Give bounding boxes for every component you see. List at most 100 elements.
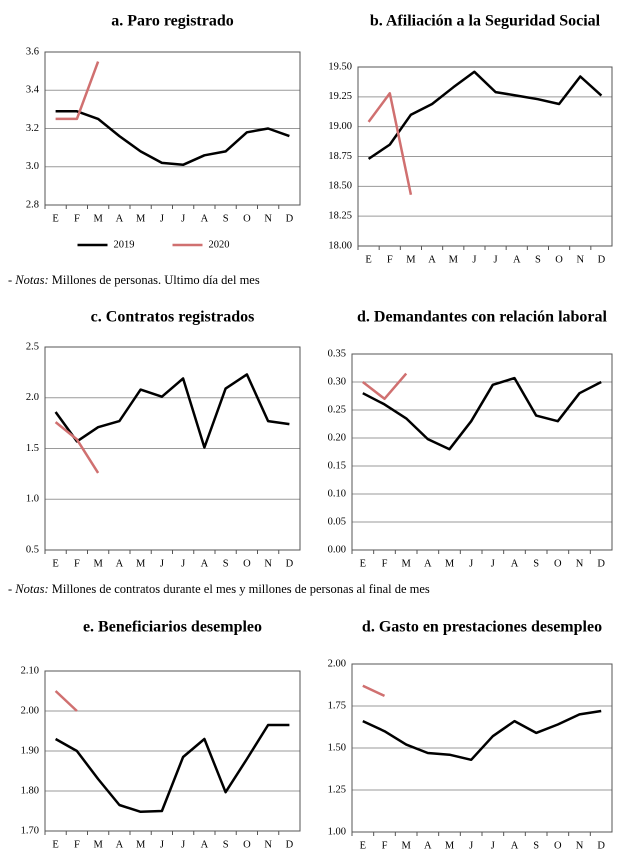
chart-title: d. Demandantes con relación laboral — [357, 309, 607, 326]
x-tick-label: O — [555, 254, 563, 265]
x-tick-label: E — [360, 840, 366, 851]
series-line — [54, 421, 100, 474]
note-dash: - — [8, 273, 12, 287]
y-tick-label: 0.35 — [328, 348, 346, 359]
x-tick-label: A — [201, 839, 209, 850]
y-tick-label: 1.80 — [21, 785, 39, 796]
x-tick-label: J — [181, 839, 185, 850]
x-tick-label: F — [387, 254, 393, 265]
x-tick-label: A — [511, 840, 519, 851]
x-tick-label: F — [74, 558, 80, 569]
x-tick-label: M — [445, 558, 455, 569]
y-tick-label: 0.10 — [328, 488, 346, 499]
series-line — [362, 372, 408, 401]
plot-frame — [351, 353, 613, 551]
x-tick-label: M — [401, 840, 411, 851]
x-tick-label: M — [445, 840, 455, 851]
x-tick-label: F — [74, 213, 80, 224]
x-tick-label: N — [264, 213, 272, 224]
y-tick-label: 0.25 — [328, 404, 346, 415]
x-tick-label: N — [576, 558, 584, 569]
x-tick-label: J — [469, 558, 473, 569]
x-tick-label: M — [136, 213, 146, 224]
y-tick-label: 3.2 — [26, 123, 39, 134]
x-tick-label: M — [136, 839, 146, 850]
x-tick-label: E — [52, 839, 58, 850]
note-label: Notas: — [14, 582, 48, 596]
x-tick-label: M — [93, 558, 103, 569]
x-tick-label: N — [264, 839, 272, 850]
x-tick-label: O — [554, 840, 562, 851]
series-line — [54, 690, 78, 712]
x-tick-label: J — [181, 558, 185, 569]
x-tick-label: J — [160, 558, 164, 569]
x-tick-label: S — [223, 213, 229, 224]
series-line — [367, 70, 603, 160]
x-tick-label: A — [201, 558, 209, 569]
y-tick-label: 2.00 — [21, 705, 39, 716]
series-line — [54, 723, 290, 814]
y-tick-label: 0.15 — [328, 460, 346, 471]
y-tick-label: 2.0 — [26, 392, 39, 403]
x-tick-label: S — [223, 558, 229, 569]
y-tick-label: 18.25 — [328, 211, 352, 222]
x-tick-label: J — [160, 213, 164, 224]
x-tick-label: E — [365, 254, 371, 265]
note: - Notas: Millones de contratos durante e… — [8, 582, 430, 596]
x-tick-label: J — [469, 840, 473, 851]
y-tick-label: 0.05 — [328, 516, 346, 527]
x-tick-label: O — [243, 213, 251, 224]
y-tick-label: 3.0 — [26, 161, 39, 172]
x-tick-label: E — [52, 213, 58, 224]
x-tick-label: O — [554, 558, 562, 569]
x-tick-label: J — [491, 840, 495, 851]
x-tick-label: O — [243, 839, 251, 850]
y-tick-label: 1.50 — [328, 742, 346, 753]
chart-title: b. Afiliación a la Seguridad Social — [370, 13, 601, 30]
y-tick-label: 2.5 — [26, 341, 39, 352]
x-tick-label: D — [597, 558, 605, 569]
chart-title: c. Contratos registrados — [91, 309, 255, 326]
x-tick-label: A — [201, 213, 209, 224]
y-tick-label: 1.70 — [21, 825, 39, 836]
x-tick-label: A — [424, 558, 432, 569]
x-tick-label: N — [264, 558, 272, 569]
x-tick-label: S — [223, 839, 229, 850]
x-tick-label: A — [116, 839, 124, 850]
x-tick-label: A — [511, 558, 519, 569]
y-tick-label: 2.10 — [21, 665, 39, 676]
y-tick-label: 1.25 — [328, 784, 346, 795]
y-tick-label: 19.50 — [328, 61, 352, 72]
y-tick-label: 0.5 — [26, 544, 39, 555]
x-tick-label: F — [382, 840, 388, 851]
x-tick-label: A — [116, 213, 124, 224]
x-tick-label: O — [243, 558, 251, 569]
x-tick-label: D — [286, 839, 294, 850]
x-tick-label: M — [93, 213, 103, 224]
x-tick-label: A — [424, 840, 432, 851]
series-line — [55, 61, 100, 121]
x-tick-label: E — [52, 558, 58, 569]
legend-label: 2019 — [114, 239, 135, 250]
y-tick-label: 2.8 — [26, 199, 39, 210]
y-tick-label: 2.00 — [328, 658, 346, 669]
x-tick-label: S — [535, 254, 541, 265]
x-tick-label: M — [401, 558, 411, 569]
x-tick-label: D — [286, 558, 294, 569]
x-tick-label: S — [533, 840, 539, 851]
x-tick-label: S — [533, 558, 539, 569]
x-tick-label: A — [116, 558, 124, 569]
y-tick-label: 19.25 — [328, 91, 352, 102]
x-tick-label: J — [160, 839, 164, 850]
note-text: Millones de personas. Ultimo día del mes — [52, 273, 260, 287]
series-line — [55, 110, 290, 167]
x-tick-label: D — [598, 254, 606, 265]
x-tick-label: M — [136, 558, 146, 569]
x-tick-label: F — [74, 839, 80, 850]
note: - Notas: Millones de personas. Ultimo dí… — [8, 273, 260, 287]
y-tick-label: 3.6 — [26, 46, 39, 57]
y-tick-label: 1.5 — [26, 443, 39, 454]
y-tick-label: 18.50 — [328, 181, 352, 192]
x-tick-label: M — [449, 254, 459, 265]
